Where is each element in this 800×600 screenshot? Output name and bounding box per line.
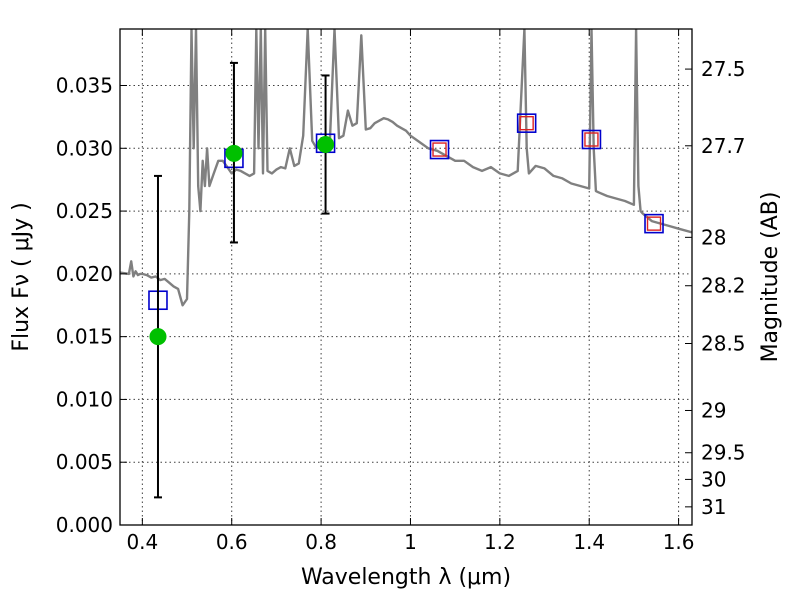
observed-point xyxy=(225,144,243,162)
model-square-red xyxy=(519,115,534,131)
model-square-red xyxy=(646,216,662,231)
grid-lines xyxy=(120,29,692,526)
observed-point xyxy=(317,136,335,154)
model-square-blue xyxy=(516,113,537,133)
right-tick-label: 28.2 xyxy=(701,274,746,298)
y-tick-label: 0.020 xyxy=(56,262,113,286)
x-tick-label: 0.6 xyxy=(216,530,248,554)
x-tick-label: 1.2 xyxy=(484,530,516,554)
ticks xyxy=(120,29,692,526)
y-tick-label: 0.035 xyxy=(56,74,113,98)
x-tick-label: 1.4 xyxy=(573,530,605,554)
spectrum-line xyxy=(120,29,692,307)
x-tick-label: 1.6 xyxy=(663,530,695,554)
right-tick-label: 29 xyxy=(701,398,726,422)
x-tick-label: 0.8 xyxy=(305,530,337,554)
right-tick-label: 28.5 xyxy=(701,331,746,355)
model-square-blue xyxy=(644,213,664,234)
model-square-blue xyxy=(581,129,602,150)
right-tick-label: 27.7 xyxy=(701,134,746,158)
y-tick-label: 0.030 xyxy=(56,136,113,160)
tick-labels: 0.4 0.6 0.8 1 1.2 1.4 1.6 0.000 0.005 0.010 0.015 0… xyxy=(56,57,746,554)
y-tick-label: 0.000 xyxy=(56,513,113,537)
model-square-blue xyxy=(429,139,450,160)
y-axis-label: Flux Fν ( μJy ) xyxy=(9,202,34,351)
y-tick-label: 0.025 xyxy=(56,199,113,223)
model-square-red xyxy=(584,132,599,147)
model-square-red xyxy=(432,142,447,157)
y-tick-label: 0.015 xyxy=(56,325,113,349)
right-tick-label: 29.5 xyxy=(701,441,746,465)
right-tick-label: 28 xyxy=(701,225,726,249)
right-axis-label: Magnitude (AB) xyxy=(758,192,783,363)
observed-point xyxy=(149,328,167,346)
x-tick-label: 1 xyxy=(404,530,417,554)
y-tick-label: 0.005 xyxy=(56,450,113,474)
axes-frame xyxy=(119,28,693,526)
right-tick-label: 27.5 xyxy=(701,57,746,81)
y-tick-label: 0.010 xyxy=(56,387,113,411)
right-tick-label: 30 xyxy=(701,467,726,491)
plot-area xyxy=(120,29,692,499)
x-tick-label: 0.4 xyxy=(126,530,158,554)
x-axis-label: Wavelength λ (μm) xyxy=(301,565,511,590)
right-tick-label: 31 xyxy=(701,495,726,519)
